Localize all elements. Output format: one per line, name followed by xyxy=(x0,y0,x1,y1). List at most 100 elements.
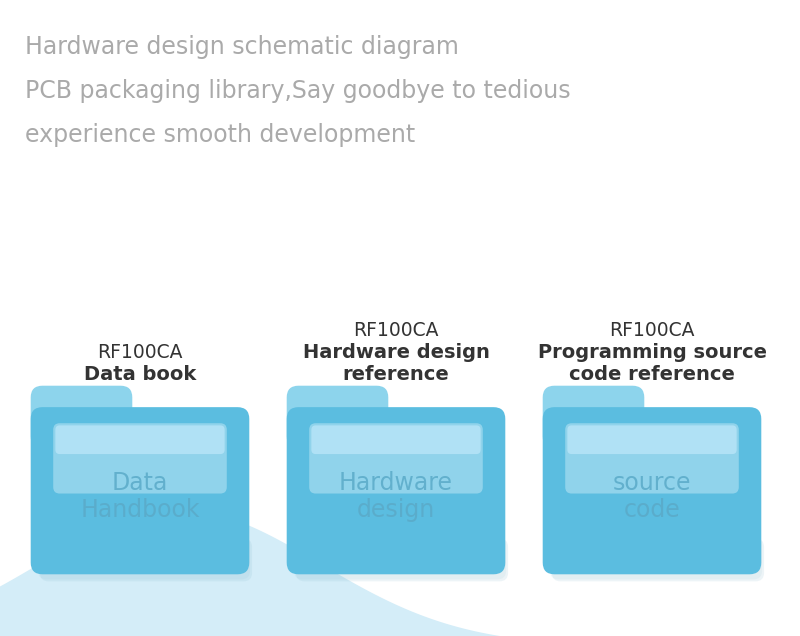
FancyBboxPatch shape xyxy=(55,425,225,454)
FancyBboxPatch shape xyxy=(286,407,506,574)
Bar xyxy=(298,515,494,520)
Bar xyxy=(42,457,238,462)
Bar xyxy=(554,486,750,491)
Bar xyxy=(42,520,238,524)
Bar xyxy=(554,558,750,562)
Bar xyxy=(298,534,494,539)
Bar xyxy=(554,438,750,443)
Bar xyxy=(42,452,238,457)
Bar xyxy=(298,452,494,457)
FancyBboxPatch shape xyxy=(552,539,764,581)
Bar xyxy=(298,495,494,501)
Bar xyxy=(554,529,750,534)
Bar xyxy=(298,486,494,491)
Bar xyxy=(554,524,750,529)
Bar xyxy=(554,433,750,438)
Bar xyxy=(554,476,750,481)
Bar xyxy=(298,548,494,553)
Bar xyxy=(298,543,494,548)
FancyBboxPatch shape xyxy=(30,385,132,448)
Bar xyxy=(42,419,238,424)
FancyBboxPatch shape xyxy=(30,407,250,574)
FancyBboxPatch shape xyxy=(542,385,644,448)
Bar xyxy=(554,505,750,510)
Bar xyxy=(298,476,494,481)
Text: Data book: Data book xyxy=(84,366,196,385)
Bar xyxy=(298,467,494,471)
Bar xyxy=(298,529,494,534)
Bar xyxy=(42,462,238,467)
Bar xyxy=(298,491,494,495)
Bar xyxy=(42,448,238,452)
Bar xyxy=(42,553,238,558)
Text: Hardware
design: Hardware design xyxy=(339,471,453,522)
Bar xyxy=(298,539,494,543)
Bar xyxy=(298,429,494,433)
Bar xyxy=(298,481,494,486)
FancyBboxPatch shape xyxy=(296,539,508,581)
Bar xyxy=(554,448,750,452)
Bar xyxy=(298,510,494,515)
Bar xyxy=(554,548,750,553)
Text: reference: reference xyxy=(342,366,450,385)
Bar xyxy=(554,424,750,429)
Bar xyxy=(42,534,238,539)
Bar xyxy=(554,491,750,495)
Bar xyxy=(298,457,494,462)
Bar xyxy=(42,495,238,501)
FancyBboxPatch shape xyxy=(294,537,506,579)
Bar xyxy=(298,433,494,438)
FancyBboxPatch shape xyxy=(38,537,250,579)
FancyBboxPatch shape xyxy=(286,385,388,448)
Bar xyxy=(42,429,238,433)
Text: Hardware design: Hardware design xyxy=(302,343,490,363)
Bar xyxy=(298,448,494,452)
Bar xyxy=(554,452,750,457)
Bar xyxy=(42,543,238,548)
Bar xyxy=(42,471,238,476)
Bar xyxy=(554,501,750,505)
Bar xyxy=(42,515,238,520)
Bar xyxy=(298,558,494,562)
Bar xyxy=(298,424,494,429)
FancyBboxPatch shape xyxy=(566,423,738,494)
Bar xyxy=(554,543,750,548)
Bar xyxy=(42,539,238,543)
Bar xyxy=(298,524,494,529)
Bar xyxy=(554,510,750,515)
Bar xyxy=(554,539,750,543)
Text: Programming source: Programming source xyxy=(538,343,766,363)
Bar xyxy=(42,424,238,429)
Bar xyxy=(42,476,238,481)
Bar xyxy=(554,481,750,486)
Bar xyxy=(42,510,238,515)
Bar xyxy=(554,471,750,476)
Text: code reference: code reference xyxy=(569,366,735,385)
Bar xyxy=(554,520,750,524)
Bar xyxy=(633,404,750,419)
Bar xyxy=(42,491,238,495)
Bar xyxy=(298,438,494,443)
Bar xyxy=(42,438,238,443)
Bar xyxy=(298,419,494,424)
Bar xyxy=(42,481,238,486)
Text: RF100CA: RF100CA xyxy=(610,322,694,340)
Bar xyxy=(554,467,750,471)
Bar xyxy=(42,548,238,553)
Bar xyxy=(42,443,238,448)
FancyBboxPatch shape xyxy=(311,425,481,454)
Bar xyxy=(554,429,750,433)
Bar xyxy=(42,529,238,534)
FancyBboxPatch shape xyxy=(542,407,762,574)
Text: source
code: source code xyxy=(613,471,691,522)
Bar xyxy=(554,457,750,462)
Bar xyxy=(554,495,750,501)
FancyBboxPatch shape xyxy=(567,425,737,454)
Bar xyxy=(298,553,494,558)
Bar xyxy=(377,404,494,419)
Bar xyxy=(42,467,238,471)
Bar xyxy=(298,471,494,476)
Bar xyxy=(121,404,238,419)
Bar xyxy=(298,505,494,510)
FancyBboxPatch shape xyxy=(550,537,762,579)
